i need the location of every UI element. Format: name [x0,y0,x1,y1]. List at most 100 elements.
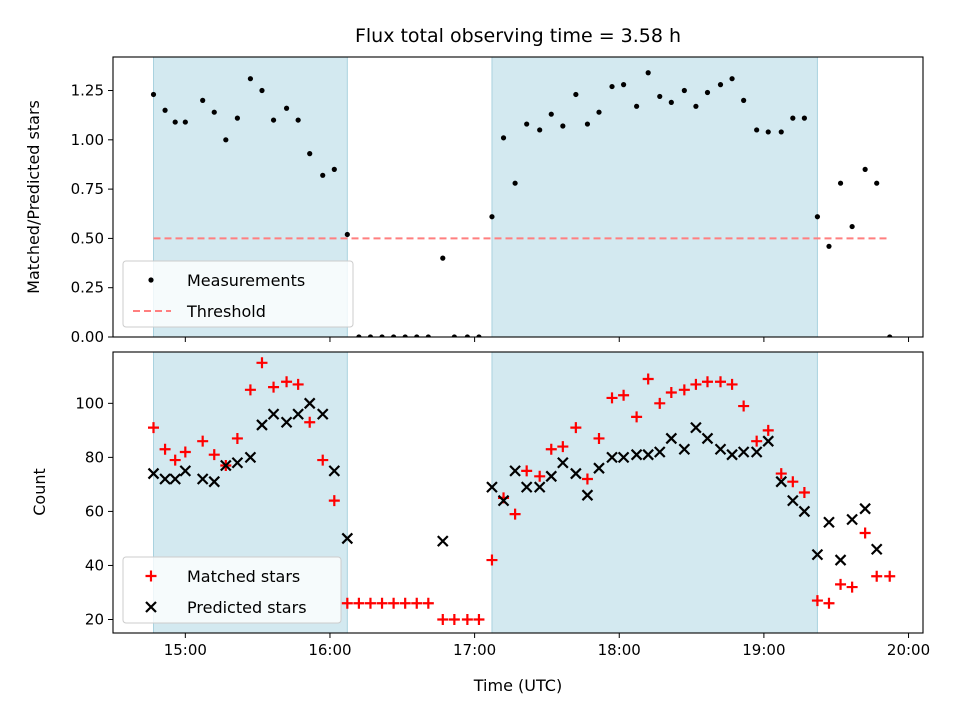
data-point [678,384,690,396]
data-point [388,597,400,609]
data-point [545,470,558,483]
data-point [512,180,518,186]
data-point [729,76,735,82]
bottom-observing-span [491,352,818,633]
data-point [665,387,677,399]
data-point [618,389,630,401]
data-point [726,378,738,390]
x-tick-label: 18:00 [598,641,641,659]
data-point [581,473,593,485]
data-point [545,443,557,455]
data-point [497,494,510,507]
data-point [356,334,362,337]
y-tick-label: 0.50 [71,229,104,247]
data-point [440,255,446,261]
data-point [581,489,594,501]
data-point [234,115,240,121]
x-tick-label: 20:00 [887,641,930,659]
data-point [811,548,824,561]
data-point [231,432,243,444]
data-point [169,454,181,466]
data-point [148,422,159,434]
data-point [461,613,473,625]
data-point [344,231,350,238]
top-legend: Measurements Threshold [122,260,354,328]
data-point [548,111,554,117]
data-point [593,462,605,474]
data-point [464,334,470,337]
data-point [489,214,495,220]
data-point [537,127,543,133]
data-point [473,613,485,625]
legend-marker [145,601,157,613]
data-point [231,457,244,469]
data-point [775,468,787,480]
data-point [884,570,896,582]
bottom-plot-area [147,352,896,633]
data-point [798,487,810,498]
bottom-series-matched-stars [148,357,896,625]
data-point [737,446,750,458]
top-panel: 0.00 0.25 0.50 0.75 1.00 1.25 Measurements Thre… [71,56,924,346]
data-point [425,334,431,337]
y-tick-label: 1.00 [71,131,104,149]
data-point [642,373,654,385]
data-point [317,454,329,466]
data-point [642,448,654,461]
data-point [422,597,434,609]
data-point [353,597,365,609]
y-tick-label: 1.25 [71,82,104,100]
data-point [331,166,337,172]
data-point [259,87,265,94]
data-point [244,451,257,464]
data-point [631,411,643,423]
top-axes-frame [112,56,924,338]
data-point [328,465,341,477]
data-point [283,105,290,111]
data-point [411,597,423,609]
data-point [717,82,724,88]
data-point [244,384,256,396]
legend-label: Predicted stars [187,598,307,617]
bottom-axes-frame [112,351,924,634]
data-point [834,554,847,566]
data-point [391,334,397,337]
data-point [524,121,530,127]
data-point [701,432,714,445]
data-point [367,334,374,337]
legend-label: Threshold [186,302,266,321]
data-point [787,476,799,488]
data-point [814,214,821,220]
data-point [256,419,268,431]
data-point [211,109,217,115]
data-point [653,446,666,458]
data-point [486,481,498,493]
data-point [414,334,420,337]
data-point [609,83,615,90]
data-point [668,99,674,105]
y-tick-label: 0.75 [71,180,104,198]
legend-box [122,260,354,328]
data-point [593,432,605,444]
y-tick-label: 0.25 [71,279,104,297]
data-point [476,334,482,337]
data-point [521,465,533,477]
data-point [402,334,408,337]
data-point [887,334,893,337]
data-point [778,129,784,135]
data-point [823,597,835,609]
data-point [596,109,602,115]
bottom-panel: 20 40 60 80 100 15:00 16:00 17:00 18:00 19:00 20:0… [75,351,930,659]
data-point [179,446,191,458]
data-point [630,448,643,461]
data-point [159,443,171,455]
data-point [798,505,811,518]
data-point [560,123,566,129]
data-point [267,408,280,420]
data-point [281,376,293,388]
data-point [606,451,618,464]
data-point [150,91,157,98]
data-point [645,70,651,76]
data-point [159,473,171,485]
data-point [751,435,763,447]
